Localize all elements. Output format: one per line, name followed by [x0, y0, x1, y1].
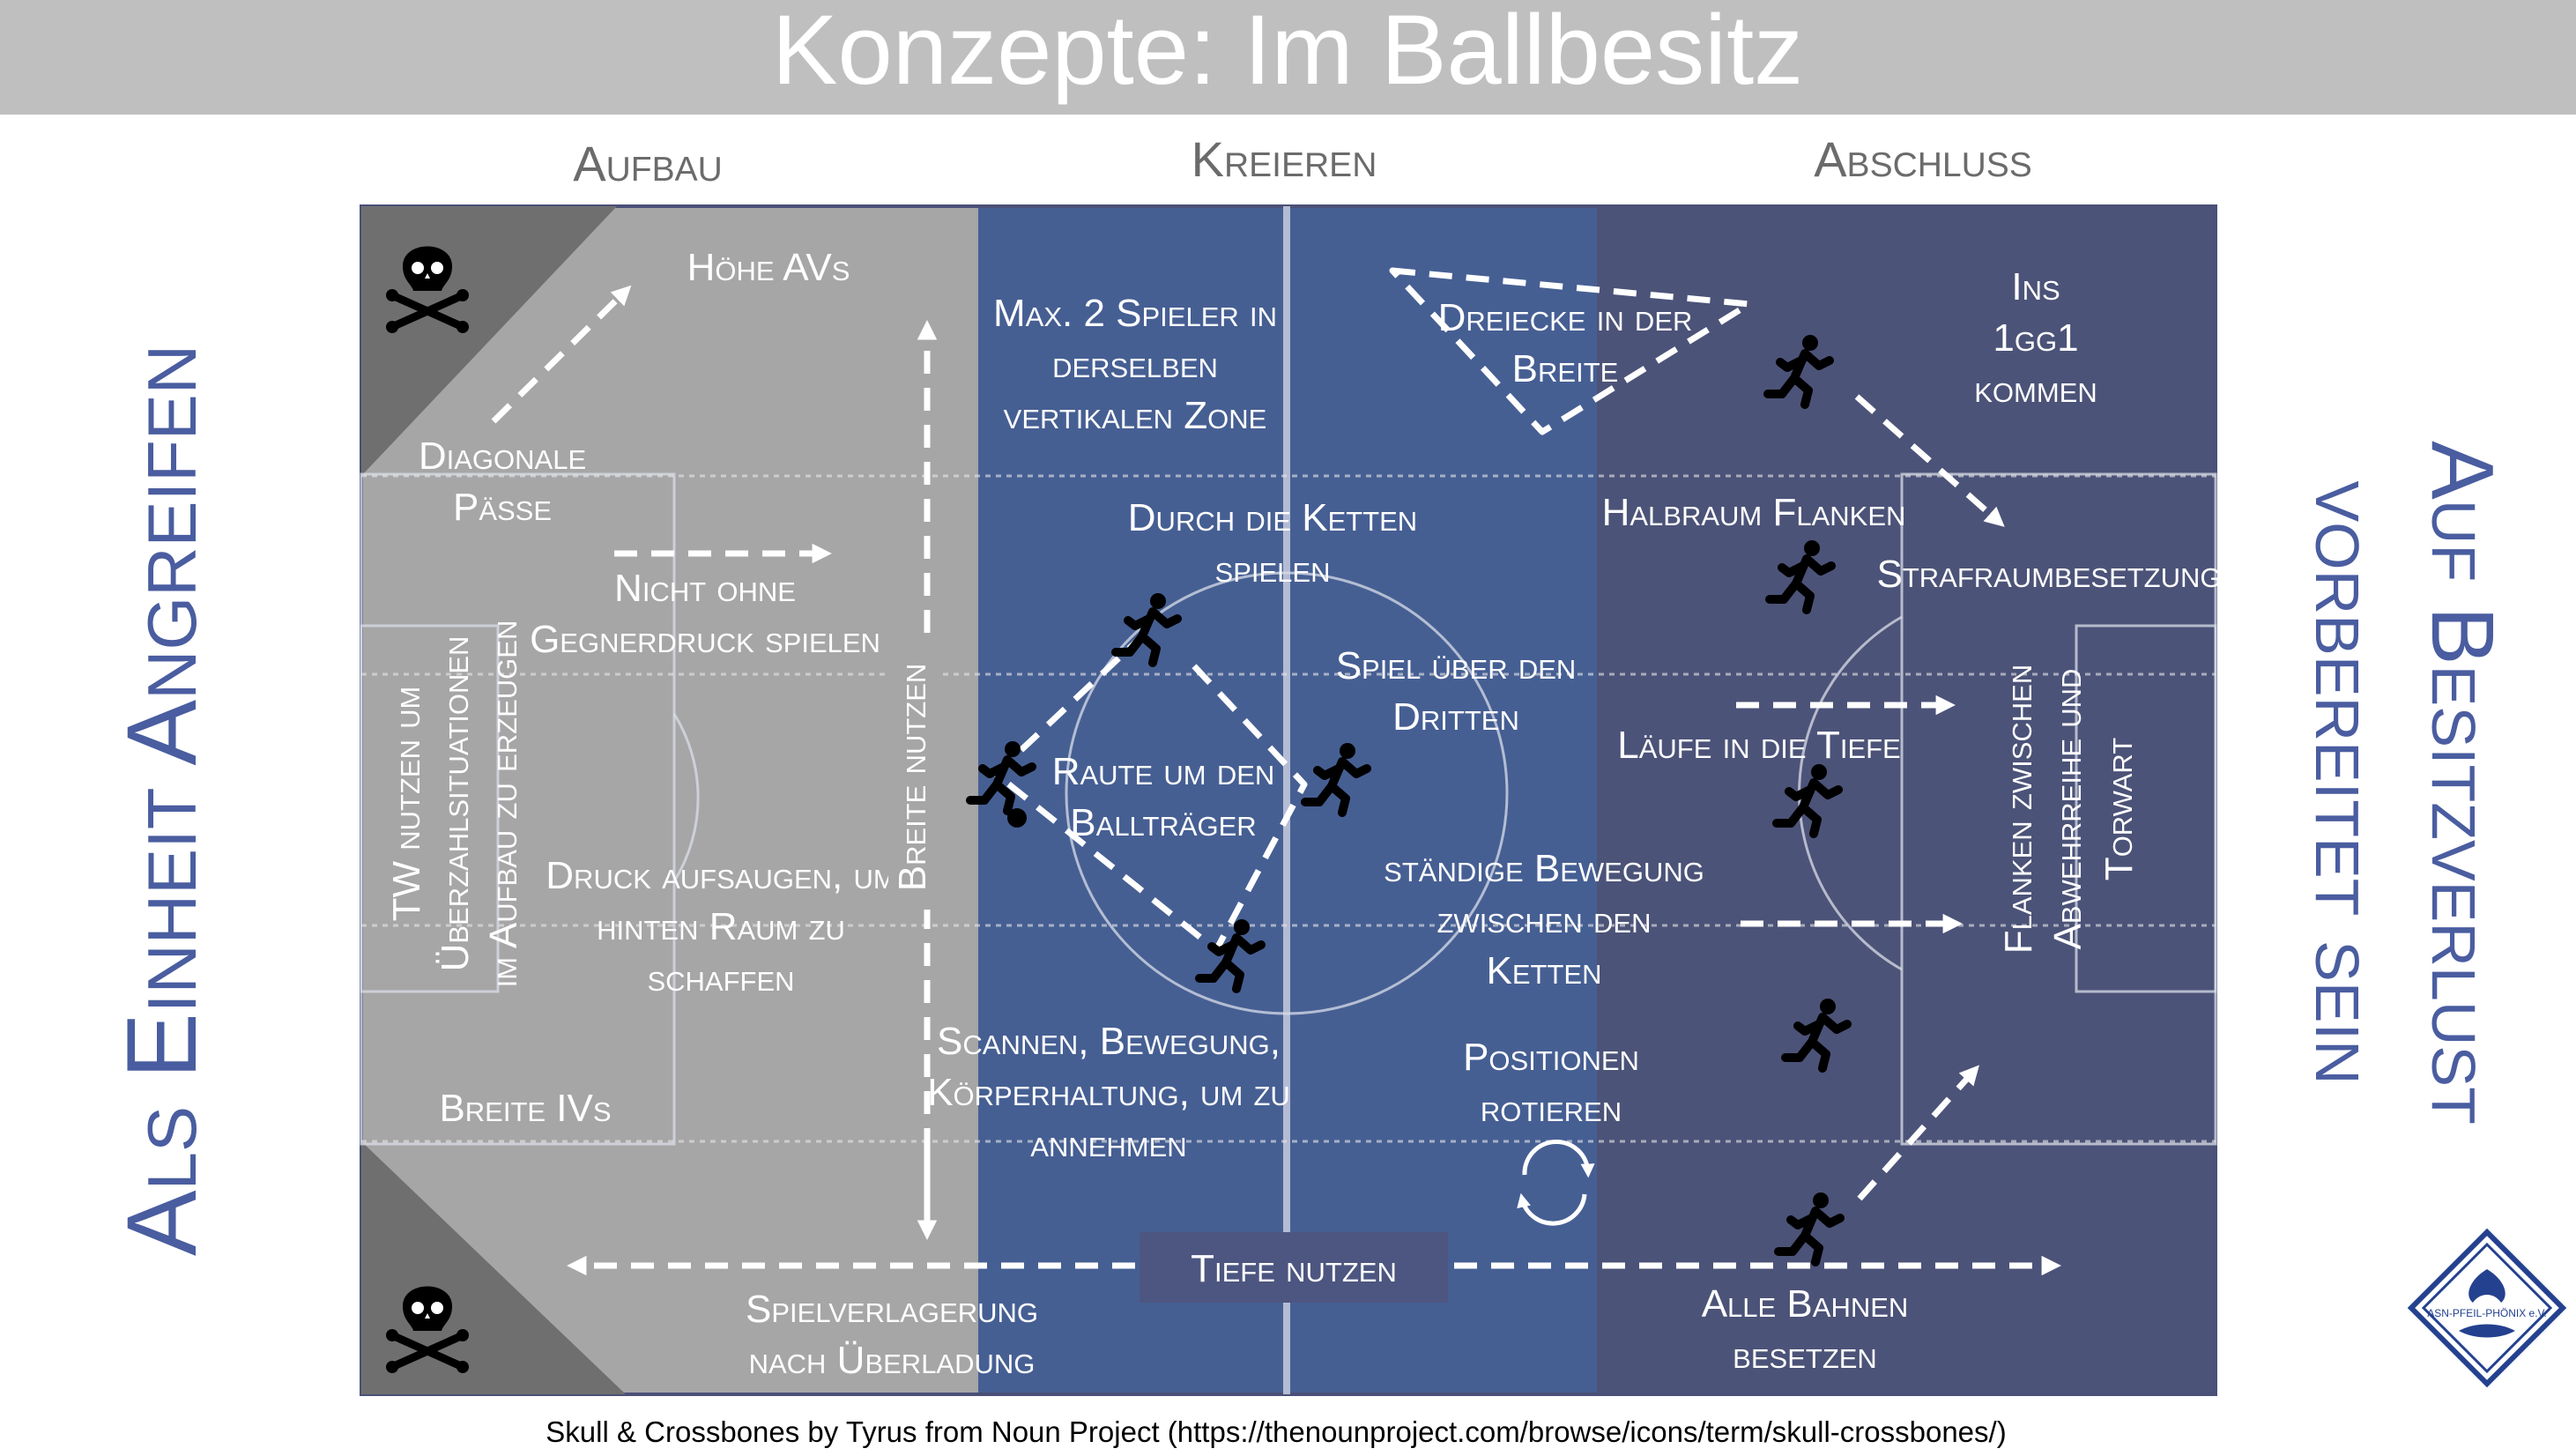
label-dreiecke-1: Dreiecke in der: [1438, 296, 1693, 339]
label-flanken-zwischen: Flanken zwischen Abwehrreihe und Torwart: [1997, 665, 2141, 954]
label-max-spieler-3: vertikalen Zone: [1004, 394, 1267, 437]
label-spiel-ueber-1: Spiel über den: [1336, 644, 1577, 687]
label-hoehe-avs: Höhe AVs: [687, 246, 850, 289]
ball-icon: [1007, 808, 1027, 828]
label-flanken-zwischen-3: Torwart: [2097, 738, 2141, 880]
label-durch-die-ketten-1: Durch die Ketten: [1128, 496, 1417, 539]
label-ins-1gg1-1: Ins: [2011, 265, 2060, 308]
label-scannen-2: Körperhaltung, um zu: [927, 1071, 1290, 1114]
label-positionen-rotieren-1: Positionen: [1463, 1036, 1639, 1079]
label-laeufe-in-die-tiefe: Läufe in die Tiefe: [1617, 724, 1900, 767]
icon-credit: Skull & Crossbones by Tyrus from Noun Pr…: [546, 1415, 2006, 1448]
label-positionen-rotieren-2: rotieren: [1481, 1087, 1622, 1130]
label-breite-nutzen: Breite nutzen: [888, 645, 938, 910]
label-raute-2: Ballträger: [1070, 801, 1256, 844]
label-spiel-ueber-2: Dritten: [1392, 695, 1519, 739]
label-max-spieler-1: Max. 2 Spieler in: [993, 292, 1277, 335]
label-nicht-ohne-2: Gegnerdruck spielen: [530, 618, 880, 661]
label-nicht-ohne-1: Nicht ohne: [614, 567, 796, 610]
page-title: Konzepte: Im Ballbesitz: [772, 0, 1803, 105]
label-ins-1gg1-3: kommen: [1974, 368, 2097, 411]
logo-text: ASN-PFEIL-PHÖNIX e.V.: [2427, 1307, 2547, 1319]
label-breite-ivs: Breite IVs: [439, 1087, 611, 1130]
side-label-right-1: Auf Besitzverlust: [2413, 441, 2512, 1125]
header-bar: [0, 0, 2576, 115]
label-strafraumbesetzung: Strafraumbesetzung: [1876, 553, 2221, 596]
label-flanken-zwischen-1: Flanken zwischen: [1997, 665, 2040, 954]
label-tw-nutzen-2: Überzahlsituationen: [434, 636, 477, 972]
label-staendige-bewegung-2: zwischen den: [1437, 898, 1652, 941]
label-tw-nutzen-3: im Aufbau zu erzeugen: [482, 620, 525, 988]
label-tw-nutzen: TW nutzen um Überzahlsituationen im Aufb…: [385, 620, 525, 988]
label-spielverlagerung-1: Spielverlagerung: [746, 1288, 1038, 1331]
column-header-kreieren: Kreieren: [1191, 131, 1377, 187]
label-tw-nutzen-1: TW nutzen um: [385, 687, 428, 922]
label-alle-bahnen-2: besetzen: [1733, 1333, 1877, 1377]
label-raute-1: Raute um den: [1052, 750, 1275, 793]
column-header-abschluss: Abschluss: [1814, 131, 2032, 187]
label-diagonale-paesse-1: Diagonale: [419, 435, 586, 478]
label-breite-nutzen-text: Breite nutzen: [891, 664, 934, 892]
label-dreiecke-2: Breite: [1512, 347, 1619, 390]
label-scannen-1: Scannen, Bewegung,: [937, 1020, 1281, 1063]
label-scannen-3: annehmen: [1030, 1122, 1186, 1165]
label-tiefe-nutzen: Tiefe nutzen: [1191, 1247, 1397, 1290]
corner-triangle-bottom: [361, 1141, 626, 1394]
label-druck-aufsaugen-2: hinten Raum zu: [597, 905, 845, 948]
label-staendige-bewegung-1: ständige Bewegung: [1384, 847, 1704, 890]
label-flanken-zwischen-2: Abwehrreihe und: [2046, 669, 2090, 950]
label-halbraum-flanken: Halbraum Flanken: [1602, 491, 1906, 534]
label-druck-aufsaugen-3: schaffen: [647, 956, 794, 999]
label-ins-1gg1-2: 1gg1: [1993, 316, 2078, 360]
label-max-spieler-2: derselben: [1052, 343, 1218, 386]
label-staendige-bewegung-3: Ketten: [1487, 949, 1602, 992]
label-tiefe-nutzen-bg: [1140, 1232, 1448, 1303]
zone-aufbau: [361, 206, 978, 1394]
label-spielverlagerung-2: nach Überladung: [749, 1339, 1036, 1382]
side-label-right-2: vorbereitet sein: [2297, 480, 2395, 1084]
label-diagonale-paesse-2: Pässe: [453, 486, 552, 529]
zone-abschluss: [1597, 206, 2216, 1394]
label-durch-die-ketten-2: spielen: [1215, 547, 1331, 591]
side-label-left: Als Einheit Angreifen: [107, 345, 217, 1256]
label-alle-bahnen-1: Alle Bahnen: [1702, 1282, 1909, 1326]
club-logo: ASN-PFEIL-PHÖNIX e.V.: [2407, 1228, 2567, 1388]
pitch-markings: [360, 206, 2217, 1394]
players: [970, 335, 1847, 1262]
column-header-aufbau: Aufbau: [573, 136, 723, 191]
label-druck-aufsaugen-1: Druck aufsaugen, um: [546, 854, 895, 897]
